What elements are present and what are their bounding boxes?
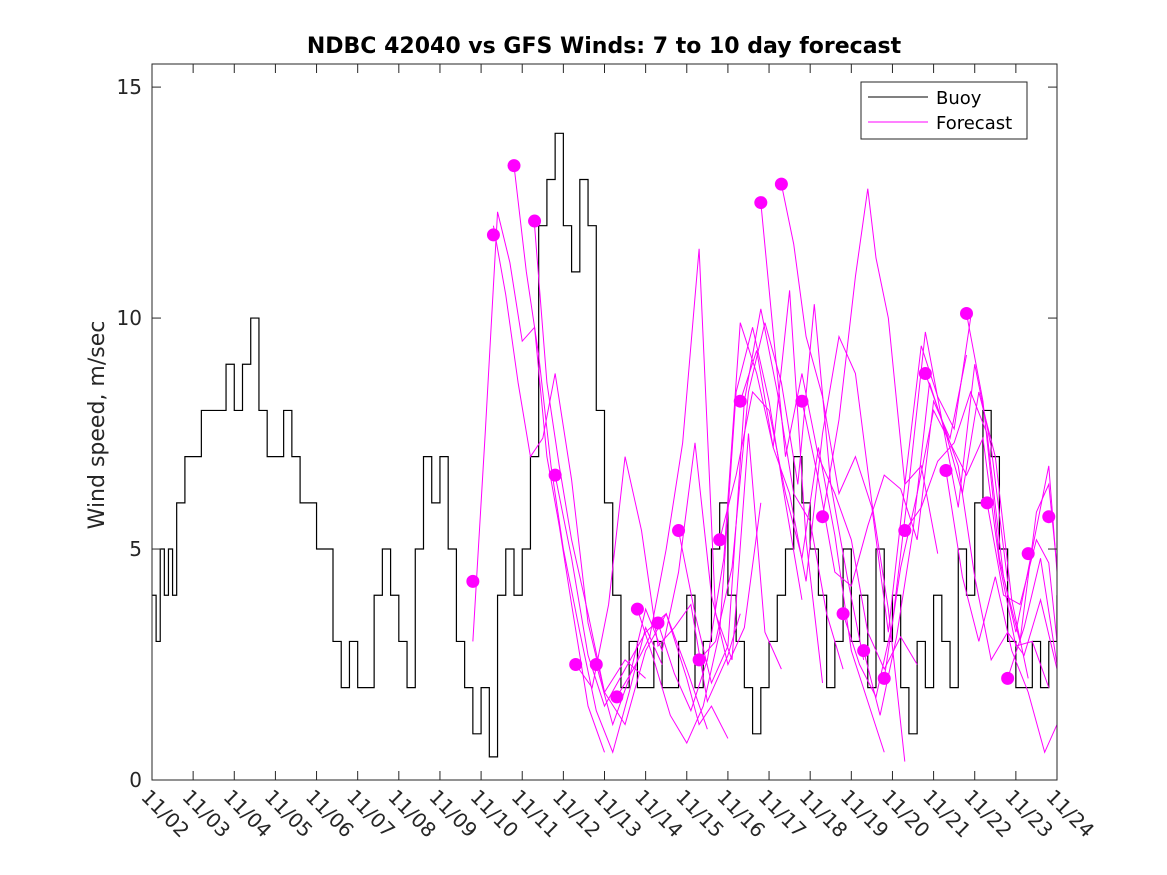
forecast-marker: [528, 214, 542, 228]
forecast-marker: [589, 658, 603, 672]
forecast-trace: [698, 304, 865, 661]
forecast-marker: [1042, 510, 1056, 524]
forecast-marker: [857, 644, 871, 658]
forecast-marker: [816, 510, 830, 524]
forecast-marker: [754, 196, 768, 210]
forecast-marker: [507, 159, 521, 173]
forecast-marker: [486, 228, 500, 242]
forecast-marker: [569, 658, 583, 672]
forecast-marker: [1021, 547, 1035, 561]
legend-buoy-label: Buoy: [936, 88, 982, 109]
forecast-marker: [713, 533, 727, 547]
plot-area: [152, 132, 1057, 762]
forecast-trace: [678, 308, 844, 685]
forecast-trace: [760, 202, 918, 671]
forecast-trace: [945, 470, 1057, 754]
chart-title: NDBC 42040 vs GFS Winds: 7 to 10 day for…: [307, 34, 902, 59]
forecast-trace: [513, 165, 663, 754]
forecast-series: [466, 159, 1057, 762]
forecast-trace: [534, 225, 708, 730]
forecast-marker: [877, 671, 891, 685]
forecast-trace: [1007, 558, 1057, 679]
forecast-trace: [924, 373, 1057, 670]
forecast-marker: [774, 177, 788, 191]
y-axis-label: Wind speed, m/sec: [85, 321, 110, 530]
forecast-marker: [466, 574, 480, 588]
forecast-trace: [904, 390, 1057, 642]
forecast-trace: [595, 442, 762, 727]
forecast-trace: [966, 313, 1057, 633]
forecast-trace: [616, 248, 782, 698]
forecast-marker: [836, 607, 850, 621]
forecast-trace: [780, 183, 939, 633]
forecast-marker: [610, 690, 624, 704]
forecast-marker: [918, 367, 932, 380]
buoy-line: [152, 132, 1057, 758]
forecast-trace: [986, 502, 1057, 642]
forecast-marker: [548, 468, 562, 482]
y-tick-label: 10: [117, 306, 142, 330]
forecast-marker: [630, 602, 644, 616]
forecast-marker: [672, 524, 686, 538]
forecast-marker: [1001, 671, 1015, 685]
forecast-trace: [822, 188, 972, 517]
legend: Buoy Forecast: [860, 81, 1028, 140]
forecast-trace: [883, 408, 1050, 688]
forecast-marker: [980, 496, 994, 510]
forecast-trace: [842, 331, 1009, 699]
y-tick-label: 0: [129, 768, 142, 792]
legend-forecast-label: Forecast: [936, 113, 1012, 134]
forecast-trace: [739, 334, 906, 762]
legend-box: [860, 81, 1028, 140]
forecast-marker: [795, 394, 809, 408]
forecast-marker: [898, 524, 912, 538]
forecast-trace: [554, 475, 729, 739]
forecast-trace: [575, 456, 741, 704]
forecast-marker: [960, 306, 973, 320]
forecast-marker: [651, 616, 665, 630]
y-tick-label: 15: [117, 75, 142, 99]
forecast-trace: [863, 382, 1029, 716]
forecast-marker: [733, 394, 747, 408]
forecast-trace: [492, 225, 646, 694]
forecast-marker: [939, 464, 953, 477]
forecast-trace: [657, 290, 824, 713]
buoy-series: [152, 132, 1057, 758]
forecast-marker: [692, 653, 706, 667]
y-tick-label: 5: [129, 537, 142, 561]
